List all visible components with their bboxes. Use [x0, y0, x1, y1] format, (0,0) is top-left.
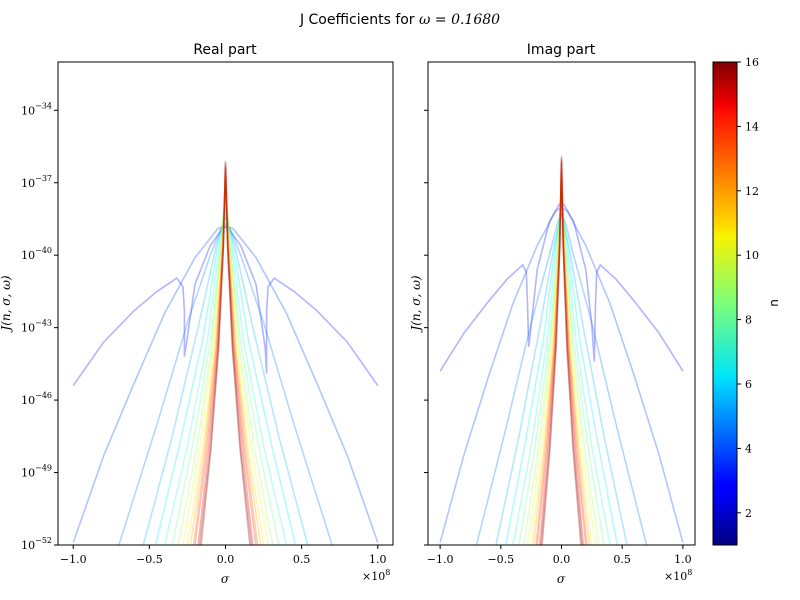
- y-tick-label: 10−43: [21, 319, 52, 335]
- series-line-n9: [182, 185, 269, 545]
- real-part-x-scale: ×108: [362, 568, 390, 583]
- series-line-n3: [118, 222, 333, 545]
- colorbar-tick-label: 16: [745, 56, 759, 69]
- series-line-n15: [540, 158, 583, 545]
- y-tick-label: 10−49: [21, 464, 52, 480]
- real-part-x-ticks: −1.0 −0.5 0.0 0.5 1.0: [60, 545, 387, 566]
- series-line-n12: [192, 170, 259, 545]
- colorbar-ticks: 2 4 6 8 10 12 14 16: [737, 56, 759, 520]
- series-line-n6: [163, 201, 288, 545]
- y-tick-label: 10−34: [21, 101, 52, 117]
- series-line-n1: [439, 202, 684, 372]
- series-line-n13: [536, 163, 587, 545]
- imag-part-lines: [439, 156, 684, 545]
- imag-part-y-ticks: [424, 109, 428, 546]
- series-line-n16: [541, 156, 582, 545]
- y-tick-label: 10−40: [21, 246, 52, 262]
- series-line-n7: [518, 194, 605, 545]
- imag-part-x-scale: ×108: [664, 568, 692, 583]
- x-tick-label: −0.5: [136, 553, 163, 566]
- colorbar-tick-label: 6: [745, 378, 752, 391]
- series-line-n6: [512, 199, 611, 545]
- x-tick-label: 1.0: [369, 553, 387, 566]
- real-part-lines: [72, 160, 379, 545]
- real-part-title: Real part: [193, 42, 257, 58]
- real-part-x-label: σ: [221, 572, 230, 586]
- series-line-n2: [72, 225, 379, 543]
- colorbar-gradient: [712, 61, 738, 546]
- x-tick-label: 0.5: [613, 553, 631, 566]
- x-tick-label: −0.5: [487, 553, 514, 566]
- colorbar-tick-label: 8: [745, 314, 752, 327]
- y-tick-label: 10−52: [21, 536, 52, 552]
- series-line-n14: [538, 160, 585, 545]
- colorbar-label: n: [767, 299, 781, 307]
- imag-part-y-label: J(n, σ, ω): [409, 275, 423, 333]
- figure-title: J Coefficients for ω = 0.1680: [299, 12, 500, 28]
- y-tick-label: 10−46: [21, 391, 52, 407]
- series-line-n11: [189, 175, 262, 545]
- series-line-n2: [439, 205, 684, 543]
- real-part-y-label: J(n, σ, ω): [0, 275, 13, 333]
- colorbar-tick-label: 12: [745, 185, 759, 198]
- series-line-n7: [171, 197, 280, 545]
- series-line-n8: [523, 187, 600, 545]
- colorbar-tick-label: 14: [745, 120, 759, 133]
- x-tick-label: −1.0: [427, 553, 454, 566]
- x-tick-label: 0.5: [293, 553, 311, 566]
- real-part-y-ticks: 10−34 10−37 10−40 10−43 10−46 10−49 10−52: [21, 101, 58, 552]
- series-line-n10: [530, 177, 593, 545]
- series-line-n10: [186, 180, 265, 545]
- series-line-n5: [154, 209, 297, 545]
- series-line-n16: [200, 160, 251, 545]
- series-line-n11: [532, 173, 591, 545]
- real-part-plot-frame: [57, 61, 394, 546]
- series-line-n8: [177, 189, 274, 545]
- series-line-n1: [72, 226, 379, 387]
- imag-part-x-ticks: −1.0 −0.5 0.0 0.5 1.0: [427, 545, 692, 566]
- series-line-n13: [194, 168, 257, 545]
- x-tick-label: 0.0: [217, 553, 235, 566]
- series-line-n4: [142, 213, 309, 545]
- colorbar-tick-label: 4: [745, 442, 752, 455]
- real-part-panel: Real part −1.0 −0.5 0.0 0.5 1.0 10−3410−3710…: [0, 42, 394, 586]
- x-tick-label: 1.0: [674, 553, 692, 566]
- x-tick-label: 0.0: [553, 553, 571, 566]
- colorbar-tick-label: 2: [745, 507, 752, 520]
- imag-part-title: Imag part: [527, 42, 596, 58]
- imag-part-x-label: σ: [557, 572, 566, 586]
- x-tick-label: −1.0: [60, 553, 87, 566]
- series-line-n4: [495, 213, 628, 545]
- series-line-n12: [535, 168, 588, 545]
- y-tick-label: 10−37: [21, 174, 52, 190]
- series-line-n9: [526, 182, 597, 545]
- colorbar-tick-label: 10: [745, 249, 759, 262]
- imag-part-plot-frame: [427, 61, 696, 546]
- series-line-n5: [504, 206, 619, 545]
- series-line-n14: [197, 165, 254, 545]
- series-line-n15: [198, 163, 253, 545]
- colorbar: 2 4 6 8 10 12 14 16 n: [712, 56, 781, 546]
- imag-part-panel: Imag part −1.0 −0.5 0.0 0.5 1.0 σ ×108 J(n, …: [409, 42, 696, 586]
- series-line-n3: [475, 212, 648, 545]
